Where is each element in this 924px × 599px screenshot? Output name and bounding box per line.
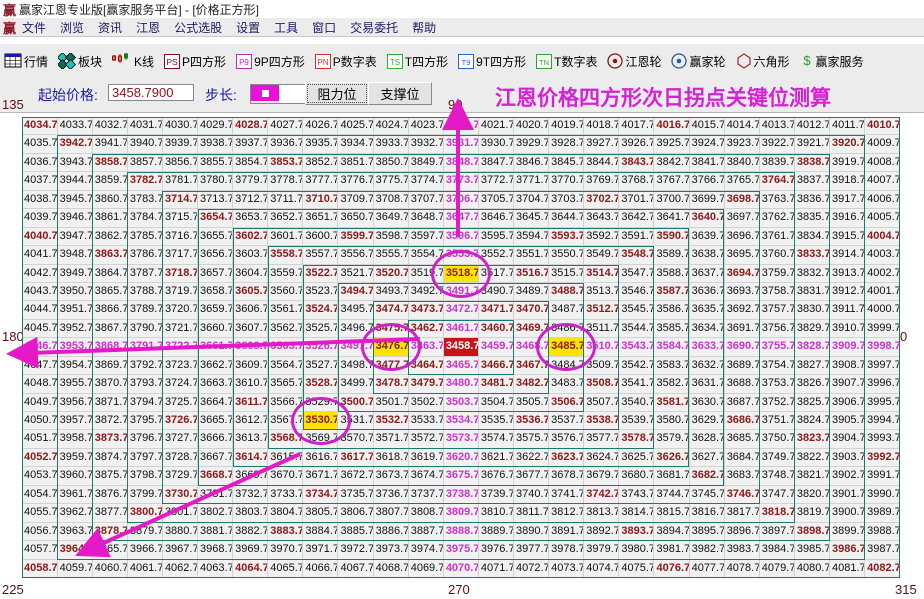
svg-text:TS: TS	[390, 58, 400, 67]
svg-text:$: $	[803, 53, 811, 68]
svg-text:PN: PN	[317, 58, 328, 67]
svg-text:T9: T9	[462, 58, 471, 67]
svg-text:TN: TN	[539, 58, 549, 67]
svg-text:PS: PS	[166, 57, 178, 67]
svg-text:P9: P9	[239, 58, 249, 67]
